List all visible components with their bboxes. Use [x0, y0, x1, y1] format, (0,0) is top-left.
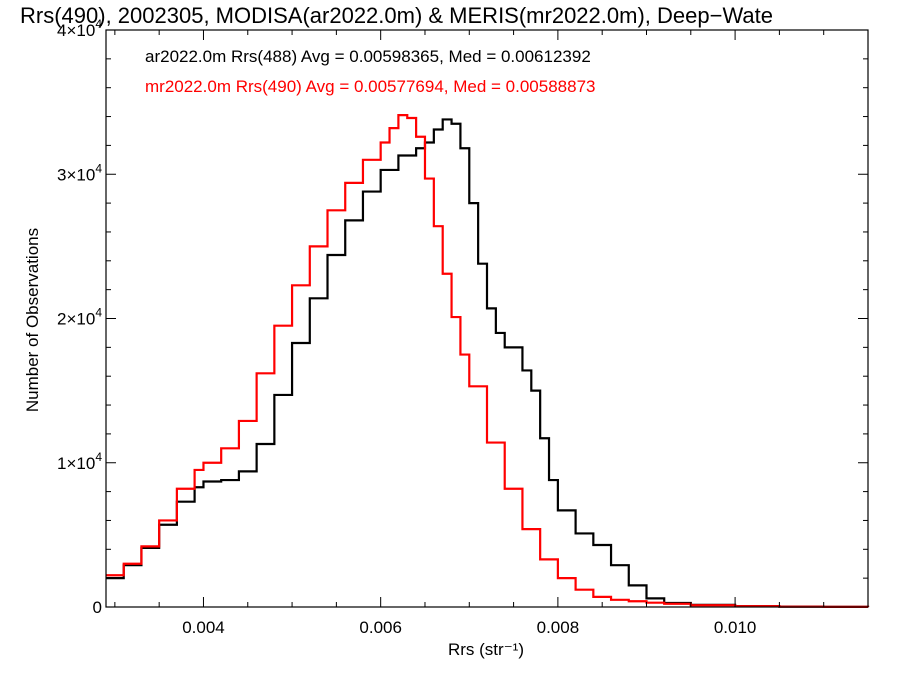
y-axis-label: Number of Observations [23, 228, 42, 412]
series-line-1 [106, 114, 870, 608]
y-tick-mantissa: 2×10 [57, 310, 95, 329]
y-tick-mantissa: 3×10 [57, 165, 95, 184]
y-tick-exponent: 4 [95, 450, 102, 464]
x-tick-label: 0.008 [537, 618, 580, 637]
y-tick-exponent: 4 [95, 306, 102, 320]
y-tick-label: 1×104 [57, 450, 102, 473]
y-tick-mantissa: 1×10 [57, 454, 95, 473]
plot-area: 0.004 0.006 0.008 0.01001×1042×1043×1044×10… [57, 17, 870, 637]
y-tick-label: 0 [93, 598, 102, 617]
axes-frame [105, 29, 869, 608]
x-tick-label: 0.006 [359, 618, 402, 637]
y-tick-label: 4×104 [57, 17, 102, 40]
chart-title: Rrs(490), 2002305, MODISA(ar2022.0m) & M… [20, 3, 773, 28]
y-tick-label: 2×104 [57, 306, 102, 329]
x-tick-label: 0.004 [182, 618, 225, 637]
y-tick-mantissa: 0 [93, 598, 102, 617]
y-tick-exponent: 4 [95, 161, 102, 175]
x-axis-label: Rrs (str⁻¹) [448, 640, 524, 659]
y-tick-mantissa: 4×10 [57, 21, 95, 40]
legend-entry-modisa: ar2022.0m Rrs(488) Avg = 0.00598365, Med… [145, 47, 591, 66]
x-tick-label: 0.010 [714, 618, 757, 637]
legend-entry-meris: mr2022.0m Rrs(490) Avg = 0.00577694, Med… [145, 77, 596, 96]
y-tick-label: 3×104 [57, 161, 102, 184]
y-tick-exponent: 4 [95, 17, 102, 31]
series-line-0 [106, 118, 870, 608]
